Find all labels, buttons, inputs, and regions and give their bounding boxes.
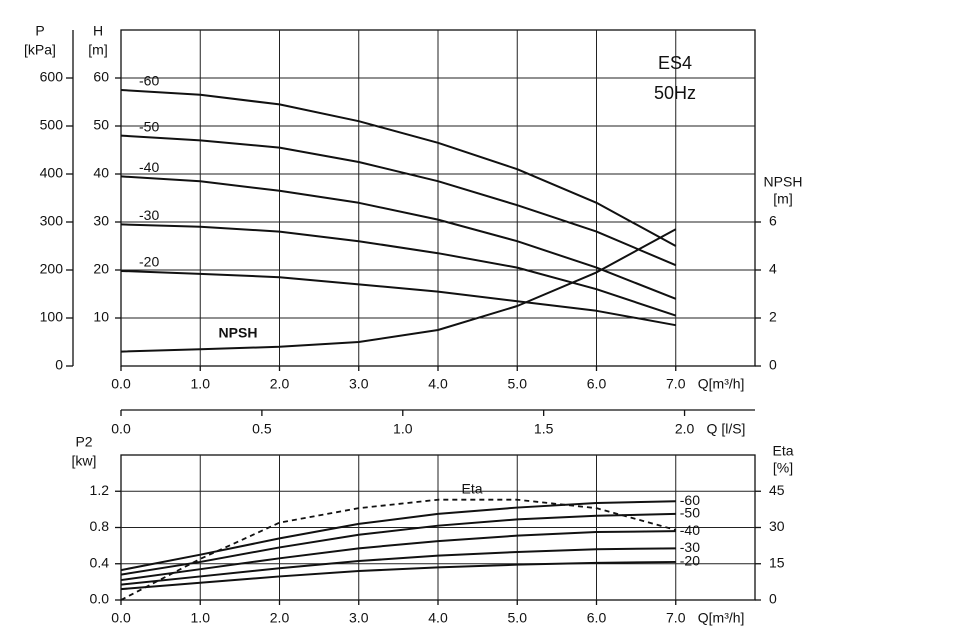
series-label: -50 [139, 118, 159, 134]
p-tick-label: 0 [55, 357, 63, 373]
x-tick-label: 0.0 [111, 610, 131, 626]
x-tick-label: 4.0 [428, 376, 448, 392]
flow-tick-label: 2.0 [675, 421, 695, 437]
x-tick-label: 5.0 [508, 610, 528, 626]
p-axis-label: P [35, 23, 44, 39]
series-label: -20 [139, 254, 159, 270]
y-tick-label: 40 [93, 165, 109, 181]
series-label: -20 [680, 553, 700, 569]
y-tick-label: 20 [93, 261, 109, 277]
y2-tick-label: 2 [769, 309, 777, 325]
x-tick-label: 6.0 [587, 376, 607, 392]
p-tick-label: 500 [40, 117, 64, 133]
series-label: -50 [680, 505, 700, 521]
p-axis-label: [kPa] [24, 42, 56, 58]
y2-tick-label: 6 [769, 213, 777, 229]
x-tick-label: 3.0 [349, 376, 369, 392]
curve [120, 223, 677, 317]
flow-tick-label: 0.5 [252, 421, 272, 437]
series-label: -30 [680, 539, 700, 555]
curve [120, 547, 676, 586]
y2-axis-label: Eta [772, 443, 793, 459]
series-label: -30 [139, 207, 159, 223]
y-tick-label: 30 [93, 213, 109, 229]
series-label: -60 [680, 492, 700, 508]
series-label: NPSH [219, 325, 258, 341]
y2-tick-label: 0 [769, 591, 777, 607]
curve [120, 512, 676, 576]
x-tick-label: 0.0 [111, 376, 131, 392]
x-tick-label: 7.0 [666, 376, 686, 392]
x-tick-label: 2.0 [270, 610, 290, 626]
y-tick-label: 1.2 [90, 482, 110, 498]
series-label: -60 [139, 73, 159, 89]
y2-axis-label: [%] [773, 460, 793, 476]
curve [120, 175, 677, 300]
y2-tick-label: 30 [769, 518, 785, 534]
x-tick-label: 3.0 [349, 610, 369, 626]
curve [120, 500, 676, 572]
x-tick-label: 5.0 [508, 376, 528, 392]
y2-tick-label: 0 [769, 357, 777, 373]
y-axis-label: P2 [75, 434, 92, 450]
y-axis-label: [kw] [72, 453, 97, 469]
p-tick-label: 100 [40, 309, 64, 325]
efficiency-curve [120, 498, 676, 601]
flow-tick-label: 1.5 [534, 421, 554, 437]
curve [120, 560, 676, 591]
y2-tick-label: 45 [769, 482, 785, 498]
x-axis-label: Q[m³/h] [698, 610, 745, 626]
y2-tick-label: 15 [769, 554, 785, 570]
p-tick-label: 300 [40, 213, 64, 229]
curve [120, 89, 677, 247]
curve [120, 269, 676, 327]
series-label: -40 [680, 522, 700, 538]
x-tick-label: 6.0 [587, 610, 607, 626]
y-tick-label: 10 [93, 309, 109, 325]
x-tick-label: 7.0 [666, 610, 686, 626]
x-tick-label: 1.0 [191, 376, 211, 392]
series-label: Eta [461, 481, 482, 497]
series-label: -40 [139, 159, 159, 175]
y2-tick-label: 4 [769, 261, 777, 277]
y2-axis-label: NPSH [764, 174, 803, 190]
x-axis-label: Q[m³/h] [698, 376, 745, 392]
flow-axis-label: Q [l/S] [707, 421, 746, 437]
flow-tick-label: 1.0 [393, 421, 413, 437]
x-tick-label: 4.0 [428, 610, 448, 626]
flow-tick-label: 0.0 [111, 421, 131, 437]
curve [120, 134, 677, 267]
p-tick-label: 400 [40, 165, 64, 181]
chart-title: ES4 [658, 53, 692, 73]
y-tick-label: 50 [93, 117, 109, 133]
y-axis-label: [m] [88, 42, 107, 58]
curve [120, 228, 677, 353]
x-tick-label: 2.0 [270, 376, 290, 392]
y-axis-label: H [93, 23, 103, 39]
y2-axis-label: [m] [773, 191, 792, 207]
y-tick-label: 0.0 [90, 591, 110, 607]
p-tick-label: 200 [40, 261, 64, 277]
p-tick-label: 600 [40, 69, 64, 85]
chart-subtitle: 50Hz [654, 83, 696, 103]
x-tick-label: 1.0 [191, 610, 211, 626]
curve [120, 530, 676, 582]
y-tick-label: 60 [93, 69, 109, 85]
y-tick-label: 0.4 [90, 554, 110, 570]
y-tick-label: 0.8 [90, 518, 110, 534]
